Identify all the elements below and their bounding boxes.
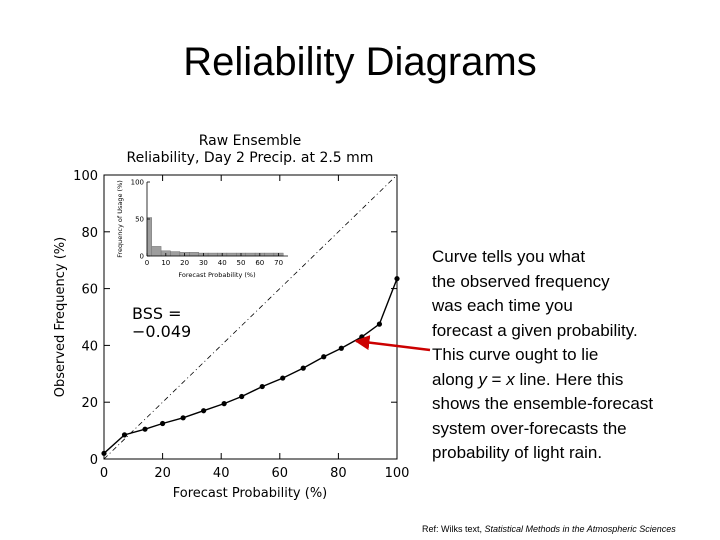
usage-bar (264, 252, 275, 257)
usage-bar (170, 251, 181, 257)
explanation-line-2: the observed frequency (432, 271, 610, 291)
curve-point (221, 401, 227, 407)
x-tick-label: 40 (213, 466, 230, 481)
curve-point (376, 321, 383, 327)
explanation-line-9: probability of light rain. (432, 443, 603, 462)
y-tick-label: 0 (90, 453, 98, 468)
equation-x: x (506, 369, 515, 389)
explanation-line-3: was each time you (432, 296, 573, 315)
x-tick-label: 100 (385, 466, 410, 481)
usage-bar (207, 252, 218, 257)
curve-point (121, 432, 128, 438)
explanation-line-8: system over-forecasts the (432, 418, 627, 438)
usage-bar (151, 246, 162, 257)
explanation-line-4: forecast a given probability. (432, 320, 638, 340)
curve-point (394, 276, 400, 282)
explanation-line-5: This curve ought to lie (432, 345, 599, 364)
equation-y: y (478, 369, 487, 389)
usage-bar (146, 217, 152, 257)
explanation-line-1: Curve tells you what (432, 247, 586, 266)
usage-bar (226, 252, 237, 257)
reliability-curve (103, 278, 398, 454)
usage-bar (245, 252, 256, 257)
slide-title: Reliability Diagrams (183, 40, 537, 84)
inset-y-tick-label: 100 (131, 179, 144, 187)
usage-inset: 0 50 100 0 10 20 30 40 50 60 70 Forecast Probabil… (116, 179, 288, 279)
usage-bar (189, 252, 199, 257)
chart-title-line2: Reliability, Day 2 Precip. at 2.5 mm (127, 150, 374, 166)
inset-x-tick-label: 30 (199, 259, 208, 267)
inset-x-tick-label: 20 (180, 259, 189, 267)
inset-x-tick-label: 70 (274, 259, 283, 267)
x-tick-label: 80 (330, 466, 347, 481)
explanation-line-6: along y = x line. Here this (432, 368, 717, 393)
inset-x-tick-label: 50 (237, 259, 246, 267)
curve-point (180, 415, 186, 421)
inset-y-tick-label: 0 (140, 253, 144, 261)
inset-x-tick-label: 10 (161, 259, 170, 267)
inset-x-tick-label: 40 (218, 259, 227, 267)
reference-title: Statistical Methods in the Atmospheric S… (484, 524, 676, 534)
curve-point (259, 383, 265, 390)
explanation-line-6-rest: line. Here this (519, 369, 624, 389)
x-tick-label: 0 (100, 466, 108, 481)
plot-area (103, 174, 398, 460)
y-tick-label: 80 (81, 226, 98, 241)
reference-prefix: Ref: Wilks text, (422, 524, 485, 534)
curve-point (280, 375, 286, 381)
explanation-line-7: shows the ensemble-forecast (432, 394, 654, 413)
perfect-reliability-line (103, 174, 398, 460)
inset-x-label: Forecast Probability (%) (178, 271, 255, 279)
y-tick-label: 100 (73, 169, 98, 184)
bss-value: −0.049 (132, 322, 191, 341)
reliability-chart: Raw Ensemble Reliability, Day 2 Precip. … (53, 133, 410, 501)
bss-label: BSS = (132, 304, 182, 323)
y-tick-label: 20 (81, 396, 98, 411)
curve-point (359, 334, 365, 340)
curve-point (338, 345, 344, 351)
inset-y-label: Frequency of Usage (%) (116, 180, 124, 258)
curve-point (239, 393, 245, 400)
y-axis-label: Observed Frequency (%) (53, 237, 68, 397)
y-tick-label: 60 (81, 283, 98, 298)
explanation-along: along (432, 369, 479, 389)
chart-title-line1: Raw Ensemble (199, 133, 302, 149)
y-tick-label: 40 (81, 339, 98, 354)
explanation-text: Curve tells you what the observed freque… (432, 245, 717, 466)
inset-y-tick-label: 50 (135, 216, 144, 224)
curve-point (201, 408, 207, 414)
curve-point (160, 420, 166, 427)
curve-point (300, 365, 306, 371)
inset-x-tick-label: 0 (145, 259, 149, 267)
inset-x-tick-label: 60 (255, 259, 264, 267)
curve-point (101, 450, 107, 456)
equation-equals: = (486, 369, 507, 389)
x-tick-label: 20 (154, 466, 171, 481)
curve-point (321, 354, 327, 360)
reference-citation: Ref: Wilks text, Statistical Methods in … (422, 524, 676, 534)
curve-point (142, 426, 148, 432)
x-tick-label: 60 (272, 466, 289, 481)
x-axis-label: Forecast Probability (%) (173, 486, 328, 501)
